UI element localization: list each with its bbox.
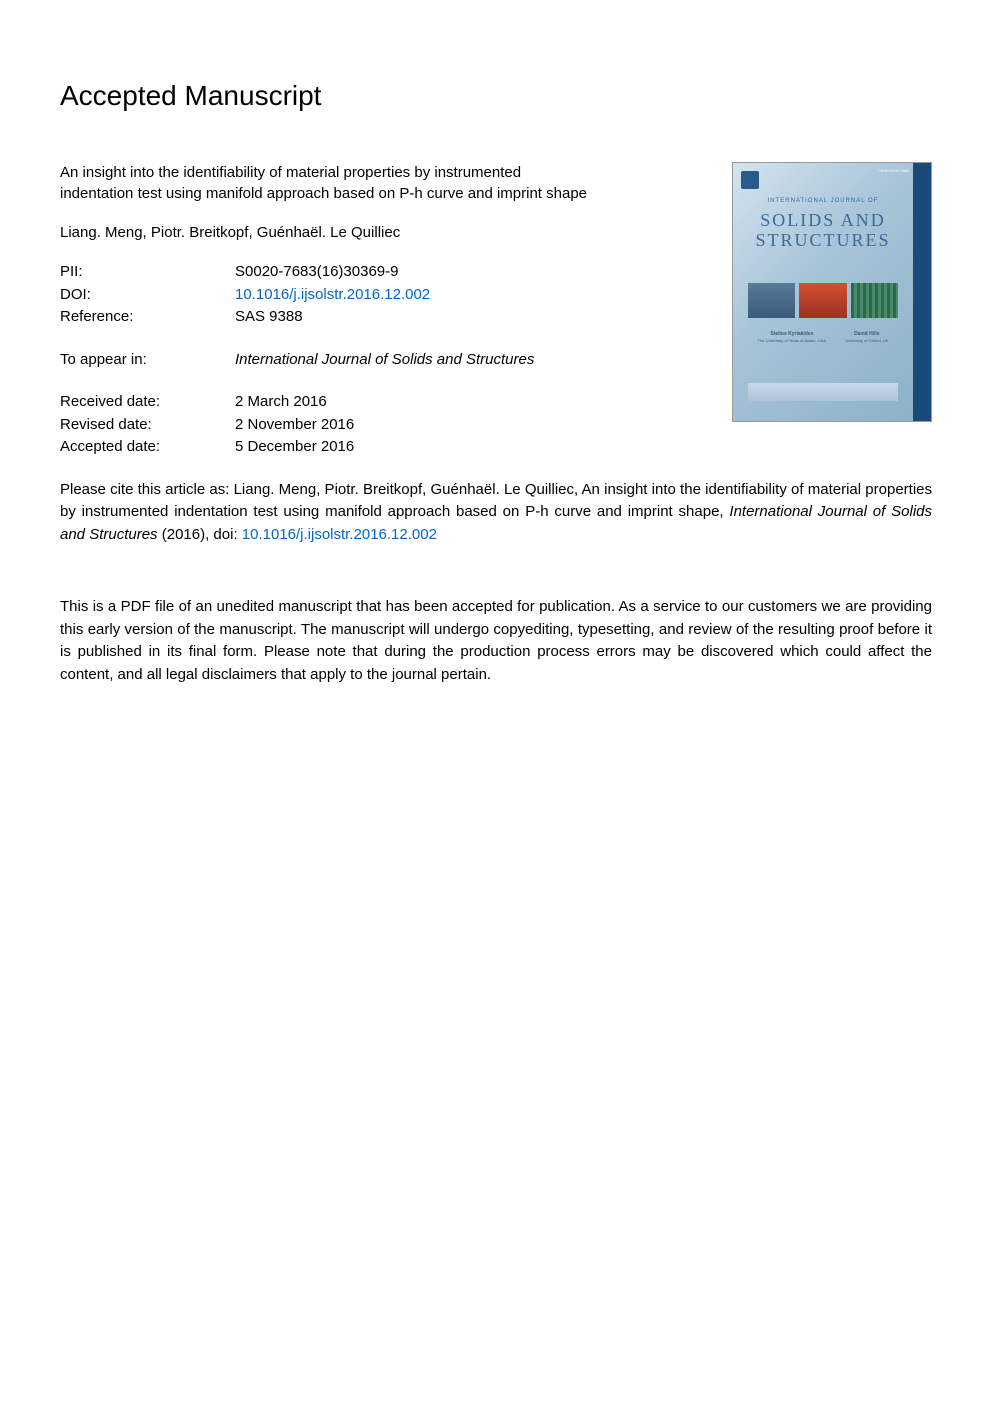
- cover-bottom-band: [748, 383, 898, 401]
- meta-value-pii: S0020-7683(16)30369-9: [235, 261, 702, 284]
- editor-2-affil: University of Oxford, UK: [845, 338, 888, 343]
- meta-row-accepted: Accepted date: 5 December 2016: [60, 436, 702, 459]
- citation-doi-link[interactable]: 10.1016/j.ijsolstr.2016.12.002: [242, 526, 437, 543]
- meta-row-revised: Revised date: 2 November 2016: [60, 414, 702, 437]
- meta-label-revised: Revised date:: [60, 414, 235, 437]
- meta-label-reference: Reference:: [60, 306, 235, 329]
- citation-text: Please cite this article as: Liang. Meng…: [60, 479, 932, 547]
- editor-1-name: Stelios Kyriakides: [758, 331, 826, 337]
- metadata-table: PII: S0020-7683(16)30369-9 DOI: 10.1016/…: [60, 261, 702, 329]
- editor-2-name: David Hills: [845, 331, 888, 337]
- paper-title: An insight into the identifiability of m…: [60, 162, 590, 204]
- issn-label: ISSN 0020-7683: [879, 168, 909, 173]
- publisher-logo-icon: [741, 171, 759, 189]
- to-appear-in-table: To appear in: International Journal of S…: [60, 349, 702, 372]
- cover-title-line2: STRUCTURES: [733, 231, 913, 251]
- citation-suffix: (2016), doi:: [158, 526, 242, 543]
- cover-spine: [913, 163, 931, 421]
- cover-heading: INTERNATIONAL JOURNAL OF: [733, 198, 913, 204]
- left-column: An insight into the identifiability of m…: [60, 162, 702, 479]
- meta-value-doi[interactable]: 10.1016/j.ijsolstr.2016.12.002: [235, 284, 702, 307]
- cover-editor-2: David Hills University of Oxford, UK: [845, 331, 888, 343]
- meta-row-toappear: To appear in: International Journal of S…: [60, 349, 702, 372]
- meta-label-pii: PII:: [60, 261, 235, 284]
- paper-info-section: An insight into the identifiability of m…: [60, 162, 932, 479]
- cover-editor-1: Stelios Kyriakides The University of Tex…: [758, 331, 826, 343]
- meta-value-received: 2 March 2016: [235, 391, 702, 414]
- meta-label-doi: DOI:: [60, 284, 235, 307]
- editor-1-affil: The University of Texas at Austin, USA: [758, 338, 826, 343]
- accepted-manuscript-heading: Accepted Manuscript: [60, 80, 932, 112]
- meta-value-toappear: International Journal of Solids and Stru…: [235, 349, 702, 372]
- authors: Liang. Meng, Piotr. Breitkopf, Guénhaël.…: [60, 224, 702, 241]
- cover-title-line1: SOLIDS AND: [733, 211, 913, 231]
- meta-value-reference: SAS 9388: [235, 306, 702, 329]
- meta-label-accepted: Accepted date:: [60, 436, 235, 459]
- meta-label-received: Received date:: [60, 391, 235, 414]
- cover-title: SOLIDS AND STRUCTURES: [733, 211, 913, 251]
- cover-image-2: [799, 283, 846, 318]
- cover-editors: Stelios Kyriakides The University of Tex…: [748, 331, 898, 343]
- meta-label-toappear: To appear in:: [60, 349, 235, 372]
- meta-row-received: Received date: 2 March 2016: [60, 391, 702, 414]
- disclaimer-text: This is a PDF file of an unedited manusc…: [60, 596, 932, 686]
- cover-images: [748, 283, 898, 318]
- meta-value-accepted: 5 December 2016: [235, 436, 702, 459]
- cover-image-1: [748, 283, 795, 318]
- journal-cover-thumbnail: ISSN 0020-7683 INTERNATIONAL JOURNAL OF …: [732, 162, 932, 422]
- cover-image-3: [851, 283, 898, 318]
- dates-table: Received date: 2 March 2016 Revised date…: [60, 391, 702, 459]
- meta-row-doi: DOI: 10.1016/j.ijsolstr.2016.12.002: [60, 284, 702, 307]
- meta-row-pii: PII: S0020-7683(16)30369-9: [60, 261, 702, 284]
- meta-row-reference: Reference: SAS 9388: [60, 306, 702, 329]
- meta-value-revised: 2 November 2016: [235, 414, 702, 437]
